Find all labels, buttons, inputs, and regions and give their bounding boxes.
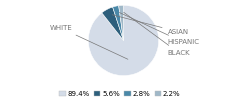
Text: BLACK: BLACK	[124, 12, 190, 56]
Text: ASIAN: ASIAN	[112, 15, 189, 35]
Text: WHITE: WHITE	[50, 25, 128, 59]
Legend: 89.4%, 5.6%, 2.8%, 2.2%: 89.4%, 5.6%, 2.8%, 2.2%	[59, 90, 181, 98]
Wedge shape	[119, 5, 124, 40]
Wedge shape	[113, 6, 124, 41]
Wedge shape	[102, 7, 124, 40]
Text: HISPANIC: HISPANIC	[119, 12, 199, 45]
Wedge shape	[88, 5, 159, 76]
